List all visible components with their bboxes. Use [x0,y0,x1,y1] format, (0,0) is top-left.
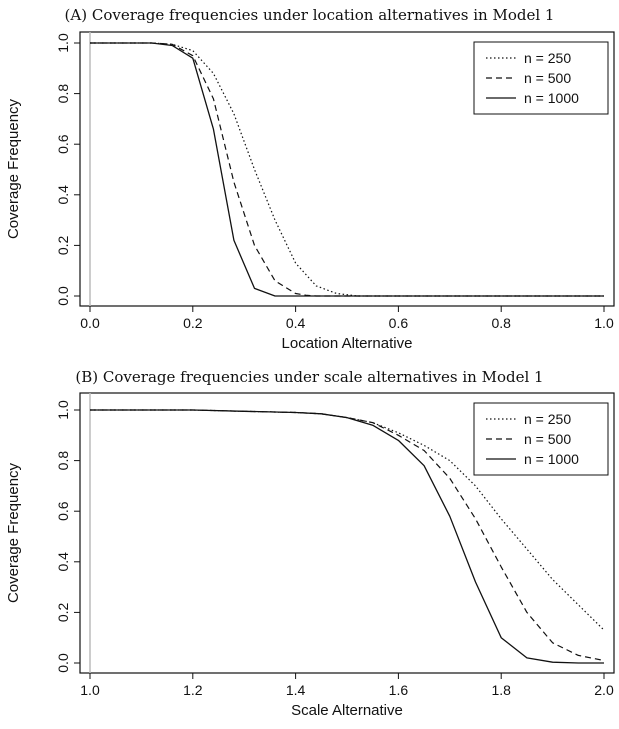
chart-a-legend-label-1: n = 250 [524,50,571,66]
chart-b-x-tick-label: 1.6 [389,682,409,698]
chart-a-y-tick-label: 0.2 [55,235,71,255]
chart-b-y-tick-label: 0.2 [55,602,71,622]
chart-b-y-tick-label: 1.0 [55,400,71,420]
chart-a-x-axis-title: Location Alternative [282,335,413,352]
chart-b-series-line-3 [90,409,604,664]
chart-a-x-tick-label: 0.6 [389,315,409,331]
chart-b-x-tick-label: 1.0 [80,682,100,698]
chart-b-x-axis-title: Scale Alternative [291,702,403,719]
chart-a-series-line-3 [90,42,604,297]
chart-b-series-line-2 [90,409,605,662]
chart-b-y-tick-label: 0.8 [55,451,71,471]
chart-a-y-tick-label: 0.6 [55,134,71,154]
chart-b-x-tick-label: 2.0 [594,682,614,698]
chart-b-legend-label-2: n = 500 [524,431,571,447]
chart-b-y-tick-label: 0.0 [55,653,71,673]
chart-b-y-tick-label: 0.4 [55,552,71,572]
chart-a-x-tick-label: 0.8 [491,315,511,331]
chart-a-y-tick-label: 0.0 [55,286,71,306]
chart-a-y-tick-label: 0.8 [55,84,71,104]
chart-b-y-tick-label: 0.6 [55,501,71,521]
chart-a-y-axis-title: Coverage Frequency [5,98,22,239]
chart-b-x-tick-label: 1.2 [183,682,203,698]
chart-a-x-tick-label: 0.4 [286,315,306,331]
chart-b-y-axis-title: Coverage Frequency [5,462,22,603]
chart-a-legend-label-3: n = 1000 [524,90,579,106]
chart-b-title: (B) Coverage frequencies under scale alt… [75,368,544,386]
chart-b-x-tick-label: 1.8 [491,682,511,698]
chart-a-series-line-1 [90,42,604,297]
chart-a-title: (A) Coverage frequencies under location … [64,6,555,24]
chart-b-legend-label-1: n = 250 [524,411,571,427]
chart-b-plot-frame [79,392,615,674]
chart-a-legend-label-2: n = 500 [524,70,571,86]
chart-a-x-tick-label: 0.2 [183,315,203,331]
chart-a-y-tick-label: 0.4 [55,185,71,205]
chart-a-plot-frame [79,31,615,307]
chart-a-y-tick-label: 1.0 [55,33,71,53]
chart-a-x-tick-label: 1.0 [594,315,614,331]
chart-a-x-tick-label: 0.0 [80,315,100,331]
chart-b-x-tick-label: 1.4 [286,682,306,698]
chart-b-legend-label-3: n = 1000 [524,451,579,467]
